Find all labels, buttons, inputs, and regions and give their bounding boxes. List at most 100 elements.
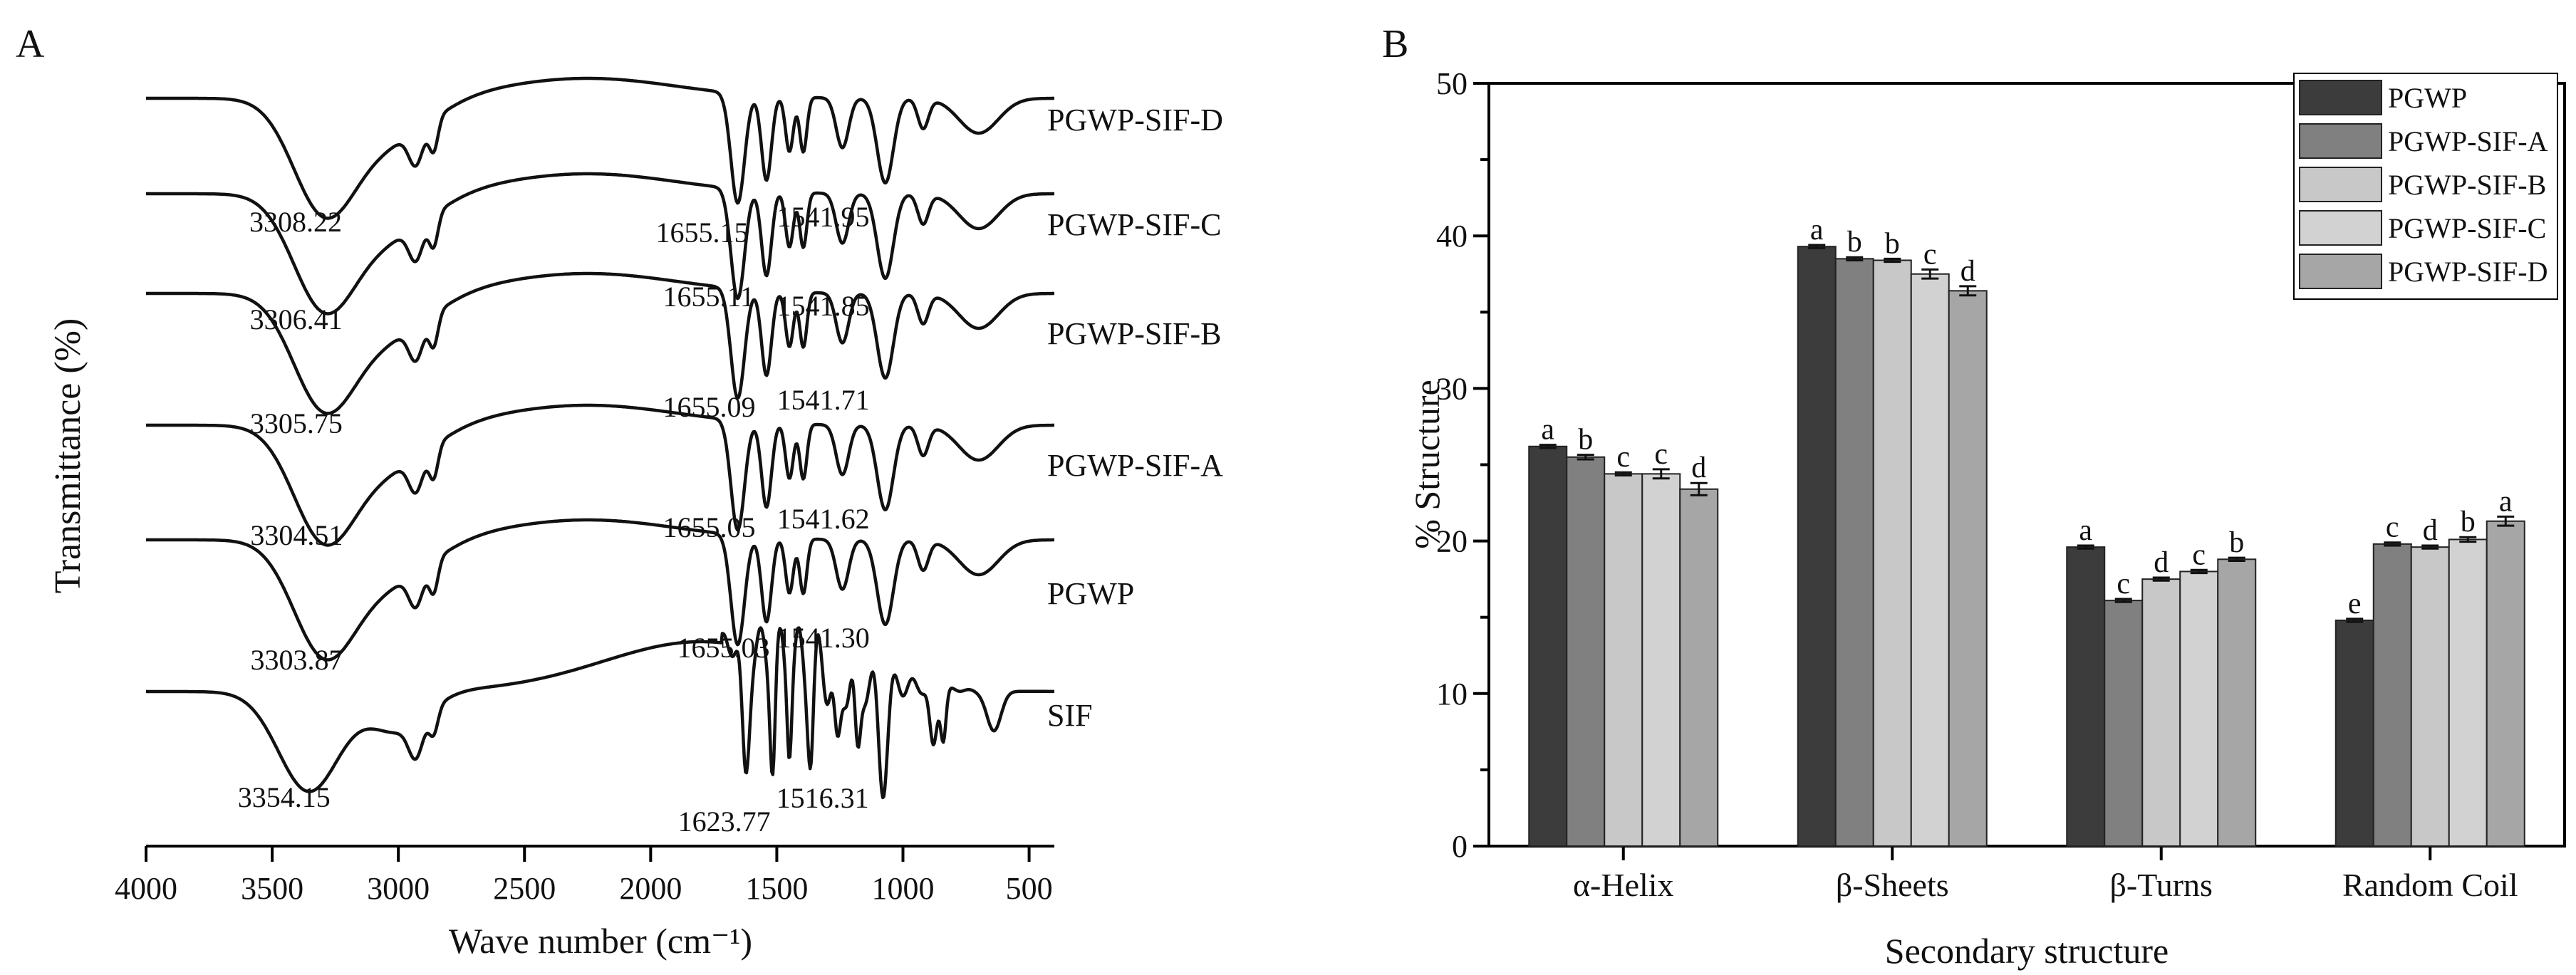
structure-y-ticks: 0 10 20 30 40 50 [1436,66,1489,864]
ftir-peak-label: 1541.85 [777,290,870,322]
ftir-series-label: PGWP-SIF-B [1047,316,1222,351]
spectrum-sif [145,626,1055,800]
bar-pgwp-sif-b [1872,259,1912,847]
structure-y-tick-label: 50 [1436,66,1468,101]
bar-pgwp-sif-d [1948,290,1988,847]
ftir-peak-label: 1655.05 [663,511,756,543]
bar-pgwp-sif-d [1679,488,1719,847]
spectrum-pgwp-sif-b [145,271,1055,415]
significance-letter: b [2229,526,2244,559]
ftir-series-labels: PGWP-SIF-D PGWP-SIF-C PGWP-SIF-B PGWP-SIF-A… [1047,103,1223,733]
ftir-peak-label: 1655.09 [663,391,755,423]
significance-letter: d [2154,546,2169,579]
ftir-x-tick-label: 1500 [745,871,808,906]
ftir-peak-label: 1655.15 [655,217,748,249]
bar-pgwp-sif-d [2217,558,2257,848]
structure-y-axis-label: % Structure [1407,380,1447,548]
bar-pgwp-sif-c [2448,538,2488,847]
structure-category-label: β-Turns [2110,867,2213,903]
ftir-peak-label: 1623.77 [678,805,771,838]
structure-y-tick-label: 30 [1436,371,1468,406]
bar-pgwp-sif-d [2486,520,2525,848]
structure-panel: 0 10 20 30 40 50 α-Helix β-Sheets β-Turns Random… [1407,66,2566,971]
ftir-peak-label: 3354.15 [238,781,331,813]
ftir-x-tick-label: 3000 [367,871,430,906]
ftir-peak-label: 3303.87 [251,644,343,676]
significance-letter: a [2499,485,2513,518]
bar-pgwp-sif-b [2410,546,2450,848]
significance-letter: d [2423,514,2438,547]
significance-letter: e [2348,588,2362,620]
legend-swatch [2299,123,2382,159]
bar-pgwp [2066,546,2106,848]
significance-letter: c [1923,238,1937,271]
legend-label: PGWP-SIF-B [2388,169,2546,201]
structure-y-tick-label: 0 [1452,829,1468,864]
ftir-peak-label: 1655.11 [663,281,754,313]
legend-swatch [2299,254,2382,289]
bar-pgwp-sif-c [1910,273,1950,847]
significance-letter: a [2079,514,2092,547]
significance-letter: b [1578,424,1593,457]
significance-letter: c [2117,568,2130,600]
ftir-x-axis-label: Wave number (cm⁻¹) [449,921,752,961]
significance-letter: b [2461,506,2476,538]
legend: PGWP PGWP-SIF-A PGWP-SIF-B PGWP-SIF-C PGWP-S… [2293,73,2558,300]
ftir-x-tick-label: 500 [1006,871,1053,906]
significance-letter: c [1616,441,1630,474]
significance-letter: b [1847,226,1862,259]
significance-letter: d [1691,452,1706,484]
ftir-series-label: PGWP-SIF-C [1047,207,1222,242]
structure-category-label: Random Coil [2342,867,2518,903]
ftir-series-label: SIF [1047,698,1093,733]
bar-pgwp-sif-a [1834,258,1874,847]
structure-x-axis-label: Secondary structure [1885,931,2169,971]
spectrum-pgwp [145,518,1055,662]
spectrum-pgwp-sif-c [145,172,1055,316]
bar-pgwp [1528,445,1568,847]
bar-pgwp-sif-c [2179,570,2219,847]
significance-letter: d [1960,255,1975,288]
ftir-peak-label: 1655.03 [677,632,770,664]
bar-pgwp-sif-c [1641,473,1681,847]
significance-letter: c [2192,538,2206,571]
ftir-peak-label: 3306.41 [250,303,343,335]
bar-pgwp [1797,246,1837,848]
ftir-peak-label: 1541.30 [777,622,870,654]
ftir-series-label: PGWP-SIF-A [1047,448,1223,483]
legend-label: PGWP-SIF-D [2388,256,2548,288]
legend-label: PGWP [2388,82,2467,114]
significance-letter: a [1810,214,1824,246]
legend-label: PGWP-SIF-C [2388,212,2546,244]
legend-swatch [2299,167,2382,202]
significance-letter: c [1654,438,1668,471]
legend-swatch [2299,80,2382,115]
ftir-peak-label: 1541.71 [777,384,870,416]
significance-letter: b [1885,227,1900,260]
ftir-peak-labels: 3308.22 1655.15 1541.95 3306.41 1655.11 1541.… [238,201,870,838]
ftir-peak-label: 1541.95 [777,201,870,233]
ftir-x-tick-label: 4000 [115,871,177,906]
significance-letter: a [1541,414,1554,447]
legend-label: PGWP-SIF-A [2388,125,2548,157]
ftir-y-axis-label: Transmittance (%) [48,318,88,594]
structure-category-label: α-Helix [1573,867,1674,903]
ftir-peak-label: 3305.75 [250,407,343,439]
ftir-x-tick-label: 1000 [872,871,935,906]
ftir-x-ticks: 4000 3500 3000 2500 2000 1500 1000 500 [115,846,1053,906]
ftir-series-label: PGWP [1047,576,1134,611]
structure-y-tick-label: 40 [1436,219,1468,254]
structure-y-tick-label: 20 [1436,524,1468,559]
ftir-peak-label: 1541.62 [777,503,870,535]
bar-pgwp [2334,619,2374,847]
structure-category-label: β-Sheets [1836,867,1949,903]
legend-swatch [2299,210,2382,246]
ftir-peak-label: 3304.51 [250,519,343,551]
ftir-x-tick-label: 2500 [493,871,556,906]
panel-b-label: B [1382,22,1408,66]
ftir-peak-label: 3308.22 [249,206,342,238]
ftir-x-tick-label: 2000 [619,871,682,906]
bar-pgwp-sif-b [2141,578,2181,848]
